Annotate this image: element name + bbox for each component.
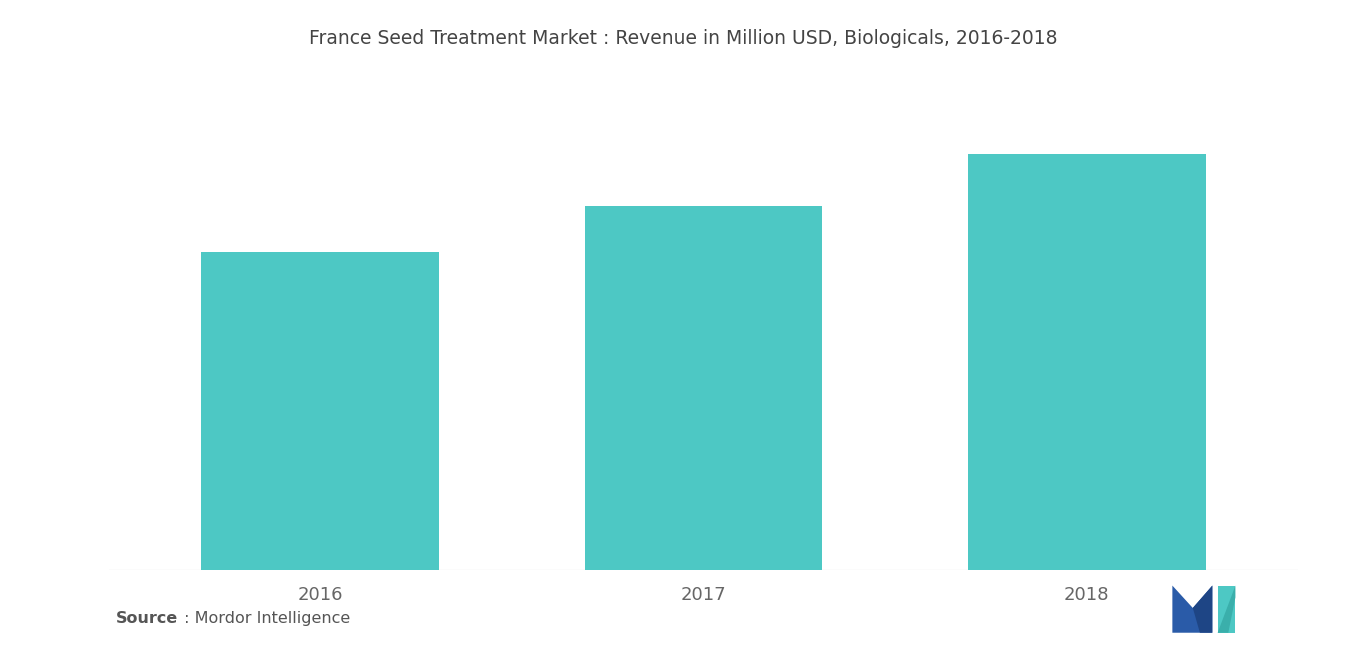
Text: France Seed Treatment Market : Revenue in Million USD, Biologicals, 2016-2018: France Seed Treatment Market : Revenue i… — [309, 29, 1057, 48]
Polygon shape — [1217, 586, 1235, 633]
Polygon shape — [1172, 586, 1212, 633]
Bar — [201, 252, 438, 570]
Text: : Mordor Intelligence: : Mordor Intelligence — [179, 610, 350, 626]
Text: Source: Source — [116, 610, 179, 626]
Bar — [585, 206, 822, 570]
Polygon shape — [1193, 586, 1212, 633]
Polygon shape — [1217, 586, 1235, 633]
Bar — [968, 154, 1206, 570]
